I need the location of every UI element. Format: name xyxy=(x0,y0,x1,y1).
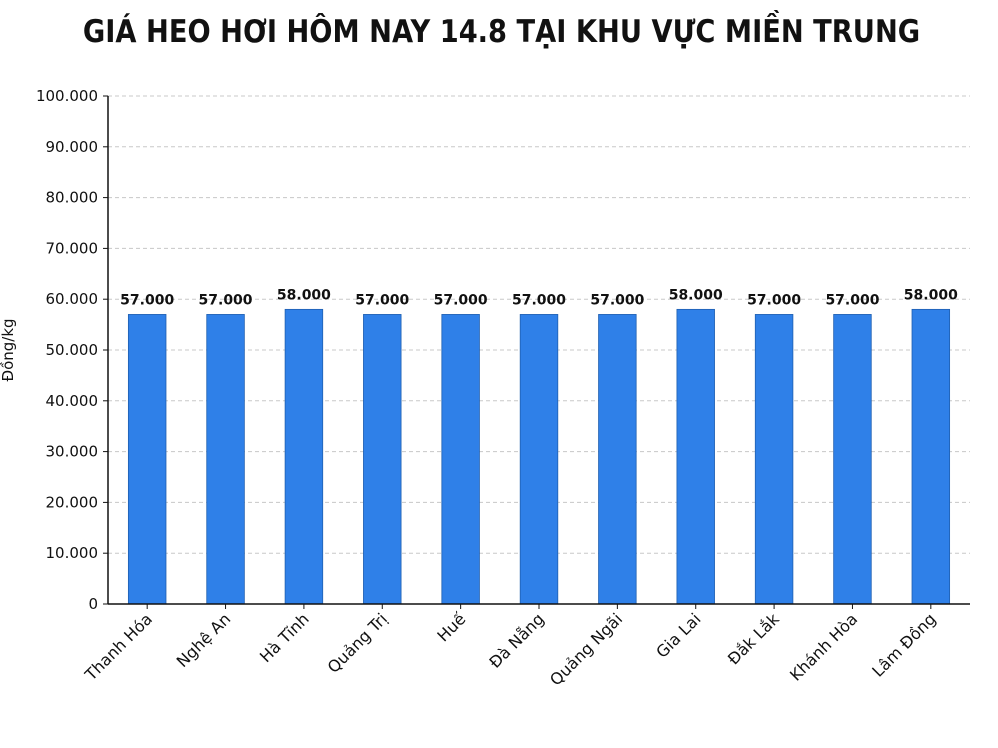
y-tick-label: 60.000 xyxy=(46,290,99,308)
x-tick-label: Đà Nẵng xyxy=(485,609,547,671)
bar xyxy=(911,308,951,605)
y-tick-label: 0 xyxy=(88,595,98,613)
bar xyxy=(519,314,559,605)
data-label: 57.000 xyxy=(434,292,488,308)
data-labels: 57.000 57.000 58.000 57.000 57.000 57.000 57.0… xyxy=(120,287,958,308)
data-label: 58.000 xyxy=(277,287,331,303)
data-label: 57.000 xyxy=(747,292,801,308)
bar xyxy=(441,314,480,605)
x-tick-label: Khánh Hòa xyxy=(786,609,861,684)
data-label: 57.000 xyxy=(199,292,253,308)
bar xyxy=(754,314,794,605)
data-label: 57.000 xyxy=(120,292,174,308)
x-tick-label: Đắk Lắk xyxy=(724,609,784,669)
x-tick-label: Thanh Hóa xyxy=(81,609,156,684)
y-tick-label: 100.000 xyxy=(36,87,98,105)
bars xyxy=(127,308,951,605)
y-tick-label: 30.000 xyxy=(46,443,99,461)
x-tick-label: Lâm Đồng xyxy=(868,609,939,680)
y-tick-label: 70.000 xyxy=(46,239,99,257)
bar xyxy=(284,308,324,605)
y-tick-label: 90.000 xyxy=(46,138,99,156)
data-label: 57.000 xyxy=(825,292,879,308)
x-tick-label: Hà Tĩnh xyxy=(256,609,313,666)
data-label: 57.000 xyxy=(590,292,644,308)
x-tick-label: Quảng Ngãi xyxy=(546,609,626,689)
y-axis-ticks: 0 10.000 20.000 30.000 40.000 50.000 60.000 70.… xyxy=(36,87,108,613)
x-tick-label: Nghệ An xyxy=(173,609,235,671)
y-tick-label: 40.000 xyxy=(46,392,99,410)
x-tick-label: Quảng Trị xyxy=(324,609,391,676)
data-label: 58.000 xyxy=(669,287,723,303)
y-tick-label: 10.000 xyxy=(46,544,99,562)
bar xyxy=(363,314,402,605)
data-label: 58.000 xyxy=(904,287,958,303)
x-tick-label: Huế xyxy=(433,609,469,645)
bar xyxy=(676,308,715,605)
bar xyxy=(206,314,245,605)
bar xyxy=(598,314,637,605)
y-tick-label: 20.000 xyxy=(46,493,99,511)
x-axis-ticks: Thanh Hóa Nghệ An Hà Tĩnh Quảng Trị Huế Đà Nẵ… xyxy=(81,604,940,690)
data-label: 57.000 xyxy=(355,292,409,308)
y-tick-label: 80.000 xyxy=(46,189,99,207)
bar xyxy=(127,314,167,605)
bar xyxy=(833,314,872,605)
data-label: 57.000 xyxy=(512,292,566,308)
chart-title: GIÁ HEO HƠI HÔM NAY 14.8 TẠI KHU VỰC MIỀ… xyxy=(82,14,921,50)
y-tick-label: 50.000 xyxy=(46,341,99,359)
x-tick-label: Gia Lai xyxy=(652,609,704,661)
